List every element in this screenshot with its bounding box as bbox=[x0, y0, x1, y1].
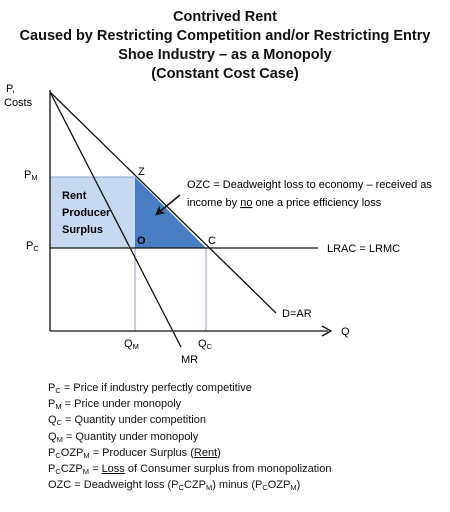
legend-line-qc: QC = Quantity under competition bbox=[48, 414, 206, 428]
tick-label-qm: QM bbox=[124, 338, 139, 351]
producer-label: Producer bbox=[62, 207, 111, 219]
rent-label: Rent bbox=[62, 190, 87, 202]
legend-line-pc: PC = Price if industry perfectly competi… bbox=[48, 382, 252, 395]
lrac-lrmc-label: LRAC = LRMC bbox=[327, 243, 400, 255]
annotation-line-2: income by no one a price efficiency loss bbox=[187, 197, 382, 209]
mr-label: MR bbox=[181, 354, 198, 366]
demand-curve bbox=[49, 91, 277, 314]
title-line-4: (Constant Cost Case) bbox=[151, 66, 299, 82]
tick-label-pc: PC bbox=[26, 240, 39, 253]
legend: PC = Price if industry perfectly competi… bbox=[48, 380, 331, 493]
rent-producer-surplus-region bbox=[50, 177, 135, 248]
point-label-z: Z bbox=[138, 166, 145, 178]
legend-line-qm: QM = Quantity under monopoly bbox=[48, 430, 199, 444]
tick-label-qc: QC bbox=[198, 338, 213, 351]
legend-line-producer-surplus: PCOZPM = Producer Surplus (Rent) bbox=[48, 446, 221, 460]
point-label-c: C bbox=[208, 235, 216, 247]
legend-line-pm: PM = Price under monopoly bbox=[48, 398, 182, 412]
mr-curve bbox=[49, 91, 182, 348]
title-line-2: Caused by Restricting Competition and/or… bbox=[19, 28, 431, 44]
x-axis-label-q: Q bbox=[341, 326, 350, 338]
y-axis-label-costs: Costs bbox=[4, 97, 33, 109]
annotation-arrow-icon bbox=[154, 194, 181, 216]
tick-label-pm: PM bbox=[24, 169, 38, 182]
title-line-1: Contrived Rent bbox=[173, 9, 277, 25]
y-axis-label-p: P, bbox=[6, 83, 15, 95]
title-line-3: Shoe Industry – as a Monopoly bbox=[118, 47, 332, 63]
demand-label: D=AR bbox=[282, 308, 312, 320]
x-axis-arrow-icon bbox=[321, 325, 333, 337]
surplus-label: Surplus bbox=[62, 224, 103, 236]
point-label-o: O bbox=[137, 235, 146, 247]
legend-line-consumer-surplus-loss: PCCZPM = Loss of Consumer surplus from m… bbox=[48, 463, 332, 477]
diagram: P, Costs Q PM PC QM QC Z O C Rent Produc… bbox=[4, 83, 432, 366]
legend-line-deadweight-loss: OZC = Deadweight loss (PCCZPM) minus (PC… bbox=[48, 479, 301, 493]
annotation-line-1: OZC = Deadweight loss to economy – recei… bbox=[187, 179, 432, 191]
deadweight-loss-region bbox=[135, 177, 206, 248]
